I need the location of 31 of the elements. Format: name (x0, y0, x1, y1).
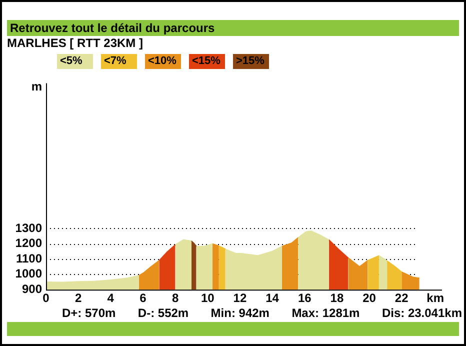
text: <7% (101, 54, 137, 69)
x-axis-title: km (426, 290, 444, 305)
x-tick-label: 14 (266, 291, 280, 306)
text: D+: 570m (62, 306, 116, 320)
x-tick-label: 10 (200, 291, 215, 306)
x-tick-label: 0 (42, 291, 50, 306)
x-tick-label: 4 (107, 291, 114, 306)
y-tick-label: 1200 (15, 236, 42, 250)
y-tick-label: 1000 (15, 266, 42, 281)
chart-subtitle: MARLHES [ RTT 23KM ] (7, 36, 143, 50)
text: Max: 1281m (292, 306, 360, 320)
text: Dis: 23.041km (382, 306, 462, 320)
text: <5% (57, 54, 93, 69)
y-tick-label: 900 (22, 282, 42, 296)
chart-title: Retrouvez tout le détail du parcours (7, 20, 459, 36)
x-tick-label: 16 (298, 291, 312, 306)
y-axis-title: m (31, 80, 42, 94)
x-tick-label: 22 (394, 291, 409, 306)
text: Min: 942m (210, 306, 270, 320)
text: <15% (189, 54, 225, 69)
x-tick-label: 6 (140, 291, 147, 306)
text: >15% (233, 54, 269, 69)
x-tick-label: 12 (233, 291, 247, 306)
text: <10% (145, 54, 181, 69)
x-tick-label: 8 (172, 291, 179, 306)
text: D-: 552m (138, 306, 189, 320)
y-tick-label: 1100 (16, 251, 42, 266)
x-tick-label: 18 (330, 291, 344, 306)
y-tick-label: 1300 (15, 220, 42, 235)
x-tick-label: 2 (74, 291, 82, 306)
x-tick-label: 20 (362, 291, 376, 306)
